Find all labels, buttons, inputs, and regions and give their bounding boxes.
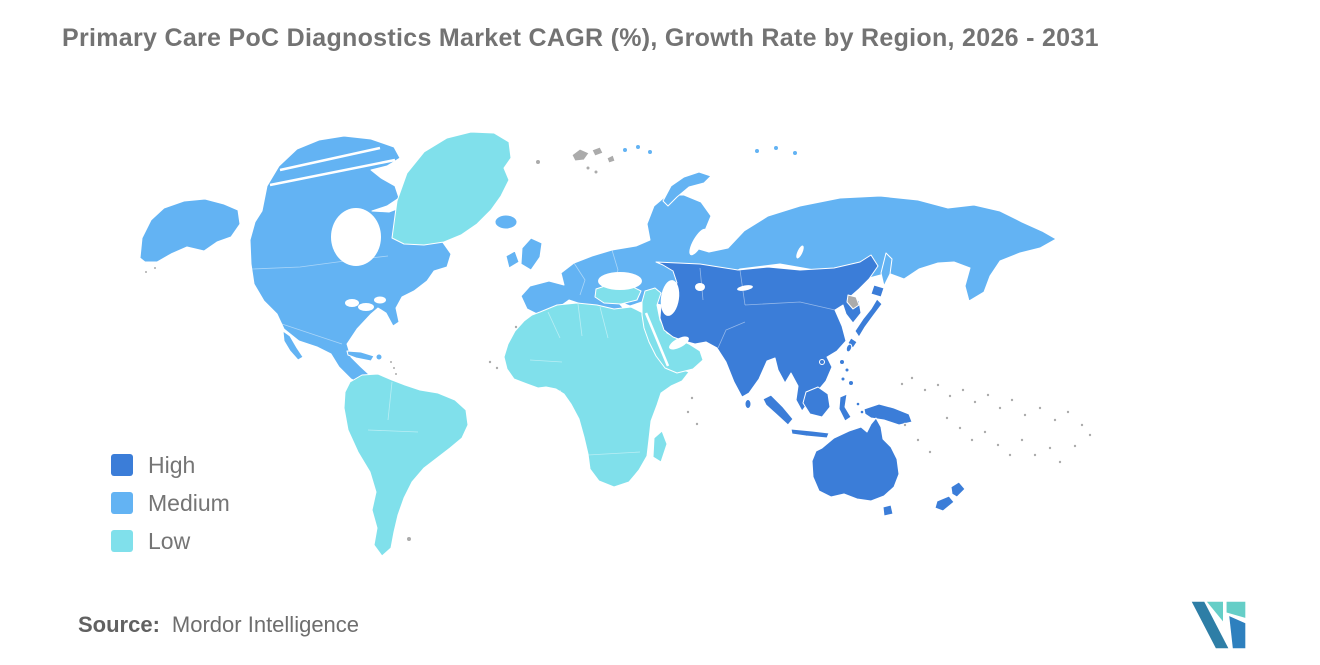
region-madagascar	[652, 430, 668, 463]
region-alaska	[139, 198, 241, 263]
region-falkland-islands	[406, 536, 412, 542]
region-great-britain	[520, 237, 543, 271]
source-value: Mordor Intelligence	[171, 612, 360, 637]
source-label: Source:	[78, 612, 160, 637]
arctic-channel-2	[279, 146, 381, 172]
region-sumatra	[762, 394, 794, 426]
caspian-sea	[660, 280, 680, 316]
region-japan-kyushu	[847, 337, 858, 349]
regions-low	[343, 131, 704, 557]
region-north-korea	[846, 294, 860, 310]
legend-swatch-low	[111, 530, 133, 552]
legend-label-high: High	[148, 451, 196, 478]
region-taiwan	[845, 343, 853, 353]
arctic-islands	[622, 144, 798, 156]
region-arabian-peninsula	[641, 287, 704, 374]
arctic-channel-1	[269, 158, 396, 187]
map-legend: High Medium Low	[111, 452, 230, 566]
region-sri-lanka	[744, 399, 752, 409]
logo-right-quad	[1226, 601, 1246, 618]
region-japan-hokkaido	[870, 284, 885, 298]
great-lake-2	[358, 303, 374, 311]
region-java	[790, 428, 830, 439]
lake-baikal	[796, 245, 804, 259]
legend-item-medium: Medium	[111, 490, 230, 516]
region-new-zealand-north	[950, 481, 966, 498]
region-tasmania	[882, 504, 894, 517]
region-asia	[655, 254, 879, 412]
region-svalbard	[535, 146, 616, 175]
region-greenland	[391, 131, 512, 246]
source-attribution: Source: Mordor Intelligence	[78, 612, 359, 638]
pacific-islands	[899, 375, 1093, 465]
region-cuba	[346, 350, 375, 362]
chart-title: Primary Care PoC Diagnostics Market CAGR…	[62, 24, 1099, 52]
black-sea	[598, 272, 642, 290]
legend-label-medium: Medium	[148, 489, 230, 516]
great-lake-1	[345, 299, 359, 307]
region-hainan	[819, 359, 825, 365]
world-map	[139, 131, 1093, 557]
region-new-zealand-south	[934, 495, 955, 512]
region-ireland	[505, 250, 520, 269]
regions-high	[655, 254, 966, 517]
legend-label-low: Low	[148, 527, 191, 554]
region-new-guinea	[863, 403, 913, 426]
indian-atlantic-islets	[144, 266, 700, 427]
region-moluccas	[855, 401, 865, 415]
legend-item-low: Low	[111, 528, 230, 554]
region-hispaniola	[375, 353, 383, 361]
region-japan-honshu	[854, 298, 883, 338]
region-philippines	[839, 359, 854, 386]
region-iceland	[494, 214, 518, 230]
region-borneo	[802, 386, 831, 418]
region-baja-california	[282, 330, 304, 361]
red-sea	[644, 312, 670, 367]
region-novaya-zemlya	[662, 171, 712, 207]
region-sulawesi	[838, 393, 852, 422]
water-bodies	[269, 146, 804, 367]
region-south-america	[343, 373, 469, 557]
legend-swatch-high	[111, 454, 133, 476]
logo-right-diagonal	[1229, 616, 1246, 649]
persian-gulf	[669, 336, 689, 350]
great-lake-3	[374, 296, 386, 304]
aral-sea	[695, 283, 705, 291]
baltic-sea	[689, 228, 707, 256]
region-sakhalin	[880, 252, 893, 287]
legend-item-high: High	[111, 452, 230, 478]
region-australia	[811, 417, 900, 502]
country-borders	[251, 249, 836, 456]
mordor-intelligence-logo	[1191, 601, 1246, 649]
legend-swatch-medium	[111, 492, 133, 514]
regions-no-data	[144, 146, 1093, 542]
hudson-bay	[331, 208, 381, 266]
logo-left-diagonal	[1191, 601, 1229, 649]
lake-balkhash	[737, 285, 753, 291]
